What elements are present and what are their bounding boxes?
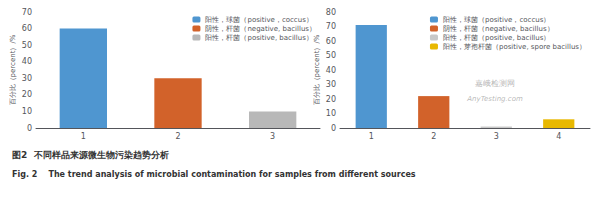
svg-text:阳性，球菌（positive，coccus）: 阳性，球菌（positive，coccus） (443, 16, 550, 24)
svg-text:70: 70 (22, 8, 32, 17)
svg-text:3: 3 (494, 132, 499, 141)
svg-text:60: 60 (326, 37, 336, 46)
svg-text:4: 4 (556, 132, 561, 141)
svg-text:阳性，球菌（positive，coccus）: 阳性，球菌（positive，coccus） (205, 16, 312, 24)
svg-text:30: 30 (326, 80, 336, 89)
svg-text:40: 40 (22, 57, 32, 66)
svg-text:嘉峨检测网: 嘉峨检测网 (475, 79, 515, 88)
svg-text:阴性，杆菌（negative, bacillus）: 阴性，杆菌（negative, bacillus） (205, 25, 316, 33)
svg-text:1: 1 (369, 132, 374, 141)
svg-text:60: 60 (22, 24, 32, 33)
svg-text:阳性，杆菌（positive, bacillus）: 阳性，杆菌（positive, bacillus） (205, 34, 312, 42)
svg-text:0: 0 (27, 124, 32, 133)
svg-text:30: 30 (22, 74, 32, 83)
svg-text:20: 20 (22, 90, 32, 99)
svg-text:80: 80 (326, 8, 336, 17)
svg-text:百分比（percent）/%: 百分比（percent）/% (313, 34, 321, 105)
svg-text:1: 1 (81, 132, 86, 141)
svg-text:50: 50 (326, 51, 336, 60)
svg-text:图2 不同样品来源微生物污染趋势分析: 图2 不同样品来源微生物污染趋势分析 (12, 150, 169, 160)
svg-text:0: 0 (331, 124, 336, 133)
svg-text:阴性，杆菌（negative, bacillus）: 阴性，杆菌（negative, bacillus） (443, 25, 554, 33)
svg-text:百分比（percent）/%: 百分比（percent）/% (9, 34, 17, 105)
svg-text:2: 2 (175, 132, 180, 141)
svg-text:Fig. 2 The trend analysis o: Fig. 2 The trend analysis of microbial c… (12, 170, 416, 179)
svg-text:50: 50 (22, 41, 32, 50)
svg-text:阳性，芽孢杆菌（positive, spore bacill: 阳性，芽孢杆菌（positive, spore bacillus） (443, 43, 586, 51)
svg-text:2: 2 (431, 132, 436, 141)
svg-text:AnyTesting.com: AnyTesting.com (466, 95, 523, 103)
svg-text:3: 3 (270, 132, 275, 141)
svg-text:10: 10 (326, 109, 336, 118)
svg-text:10: 10 (22, 107, 32, 116)
svg-text:20: 20 (326, 95, 336, 104)
svg-text:阳性，杆菌（positive, bacillus）: 阳性，杆菌（positive, bacillus） (443, 34, 550, 42)
svg-text:70: 70 (326, 22, 336, 31)
svg-text:40: 40 (326, 66, 336, 75)
